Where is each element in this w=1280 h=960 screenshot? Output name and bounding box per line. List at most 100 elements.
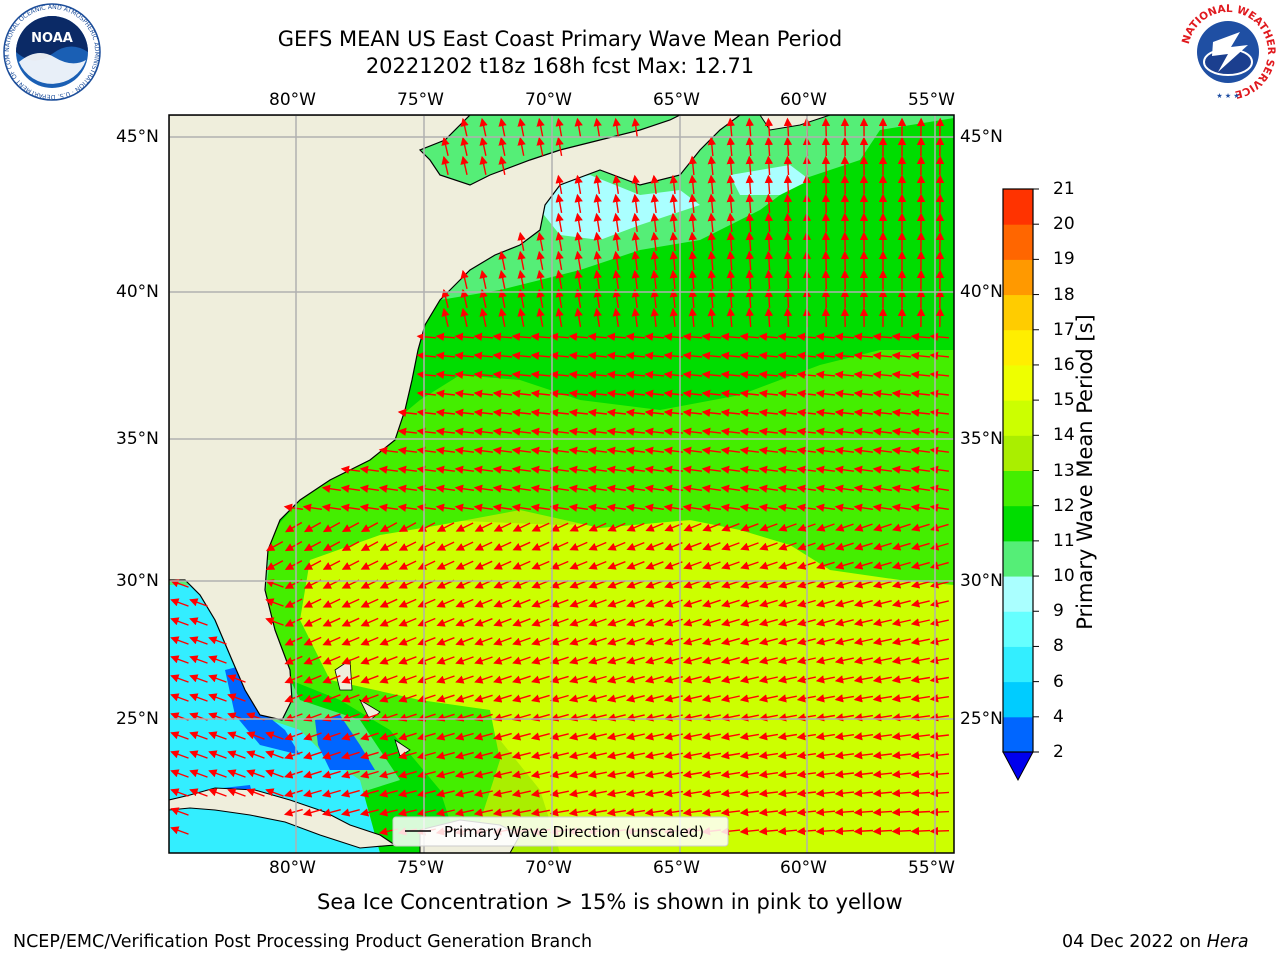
wave-direction-arrow	[455, 675, 474, 684]
wave-direction-arrow	[745, 269, 755, 290]
wave-direction-arrow	[853, 637, 873, 646]
wave-direction-arrow	[170, 598, 189, 607]
wave-direction-arrow	[701, 808, 721, 817]
wave-direction-arrow	[910, 351, 931, 360]
wave-direction-arrow	[303, 636, 322, 646]
wave-direction-arrow	[758, 370, 779, 379]
wave-direction-arrow	[758, 656, 778, 665]
wave-direction-arrow	[720, 789, 740, 798]
wave-direction-arrow	[872, 656, 892, 665]
wave-direction-arrow	[929, 807, 950, 817]
wave-direction-arrow	[189, 731, 208, 740]
wave-direction-arrow	[588, 560, 607, 570]
wave-direction-arrow	[720, 351, 741, 360]
wave-direction-arrow	[302, 808, 322, 817]
wave-direction-arrow	[777, 446, 797, 455]
wave-direction-arrow	[284, 521, 303, 533]
wave-direction-arrow	[816, 580, 835, 589]
wave-direction-arrow	[777, 618, 797, 627]
wave-direction-arrow	[777, 751, 798, 760]
chart-title-line2: 20221202 t18z 168h fcst Max: 12.71	[365, 54, 755, 78]
wave-direction-arrow	[360, 694, 379, 703]
wave-direction-arrow	[588, 618, 607, 627]
wave-direction-arrow	[397, 770, 417, 779]
wave-direction-arrow	[303, 541, 322, 551]
wave-direction-arrow	[530, 732, 550, 741]
lat-label-right: 45°N	[960, 127, 1003, 147]
wave-direction-arrow	[479, 117, 488, 137]
wave-direction-arrow	[853, 370, 874, 379]
wave-direction-arrow	[170, 788, 189, 797]
wave-direction-arrow	[929, 599, 949, 608]
wave-direction-arrow	[688, 250, 697, 271]
colorbar-segment	[1003, 364, 1033, 401]
wave-direction-arrow	[587, 694, 607, 703]
wave-direction-arrow	[815, 713, 836, 722]
wave-direction-arrow	[764, 174, 774, 195]
lat-label-left: 30°N	[116, 571, 159, 591]
wave-direction-arrow	[891, 751, 911, 760]
wave-direction-arrow	[574, 288, 583, 309]
wave-direction-arrow	[758, 618, 778, 627]
wave-direction-arrow	[322, 636, 341, 646]
wave-direction-arrow	[726, 269, 736, 290]
wave-direction-arrow	[834, 599, 854, 608]
wave-direction-arrow	[284, 751, 303, 760]
wave-direction-arrow	[758, 465, 778, 474]
wave-direction-arrow	[758, 826, 779, 836]
wave-direction-arrow	[701, 770, 722, 779]
wave-direction-arrow	[492, 789, 512, 798]
wave-direction-arrow	[929, 503, 950, 512]
wave-direction-arrow	[682, 732, 702, 741]
wave-direction-arrow	[929, 580, 949, 589]
wave-direction-arrow	[284, 540, 303, 552]
wave-direction-arrow	[574, 250, 583, 271]
wave-direction-arrow	[549, 465, 569, 474]
wave-direction-arrow	[436, 637, 455, 646]
wave-direction-arrow	[815, 351, 836, 360]
wave-direction-arrow	[834, 694, 855, 703]
wave-direction-arrow	[511, 770, 531, 779]
wave-direction-arrow	[682, 694, 702, 703]
wave-direction-arrow	[720, 484, 741, 493]
land-north-america	[169, 115, 741, 721]
wave-direction-arrow	[492, 770, 512, 779]
wave-direction-arrow	[379, 636, 398, 646]
wave-direction-arrow	[872, 446, 892, 455]
wave-direction-arrow	[631, 231, 640, 251]
wave-direction-arrow	[929, 484, 950, 493]
wave-direction-arrow	[745, 288, 755, 309]
wave-direction-arrow	[454, 370, 475, 379]
wave-direction-arrow	[283, 808, 303, 817]
wave-direction-arrow	[739, 656, 759, 665]
lon-label-bottom: 70°W	[525, 858, 572, 878]
wave-direction-arrow	[644, 770, 665, 779]
colorbar-tick-label: 16	[1053, 354, 1075, 375]
colorbar-label: Primary Wave Mean Period [s]	[1073, 314, 1097, 630]
wave-direction-arrow	[650, 250, 659, 270]
wave-direction-arrow	[493, 675, 512, 684]
wave-direction-arrow	[341, 751, 360, 760]
wave-direction-arrow	[606, 732, 626, 741]
wave-direction-arrow	[739, 827, 760, 836]
wave-direction-arrow	[460, 117, 469, 137]
wave-direction-arrow	[688, 155, 697, 176]
wave-direction-arrow	[783, 117, 793, 138]
wave-direction-arrow	[777, 408, 797, 417]
wave-direction-arrow	[631, 212, 640, 232]
wave-direction-arrow	[498, 250, 507, 270]
wave-direction-arrow	[460, 269, 469, 289]
wave-direction-arrow	[436, 675, 455, 684]
wave-direction-arrow	[739, 427, 759, 436]
wave-direction-arrow	[745, 136, 755, 157]
wave-direction-arrow	[683, 561, 702, 570]
wave-direction-arrow	[739, 694, 759, 703]
wave-direction-arrow	[682, 370, 703, 379]
wave-direction-arrow	[511, 370, 532, 379]
wave-direction-arrow	[435, 446, 455, 455]
wave-direction-arrow	[650, 269, 659, 289]
wave-direction-arrow	[555, 250, 564, 271]
wave-direction-arrow	[910, 807, 931, 817]
wave-direction-arrow	[379, 522, 398, 532]
wave-direction-arrow	[341, 560, 360, 570]
